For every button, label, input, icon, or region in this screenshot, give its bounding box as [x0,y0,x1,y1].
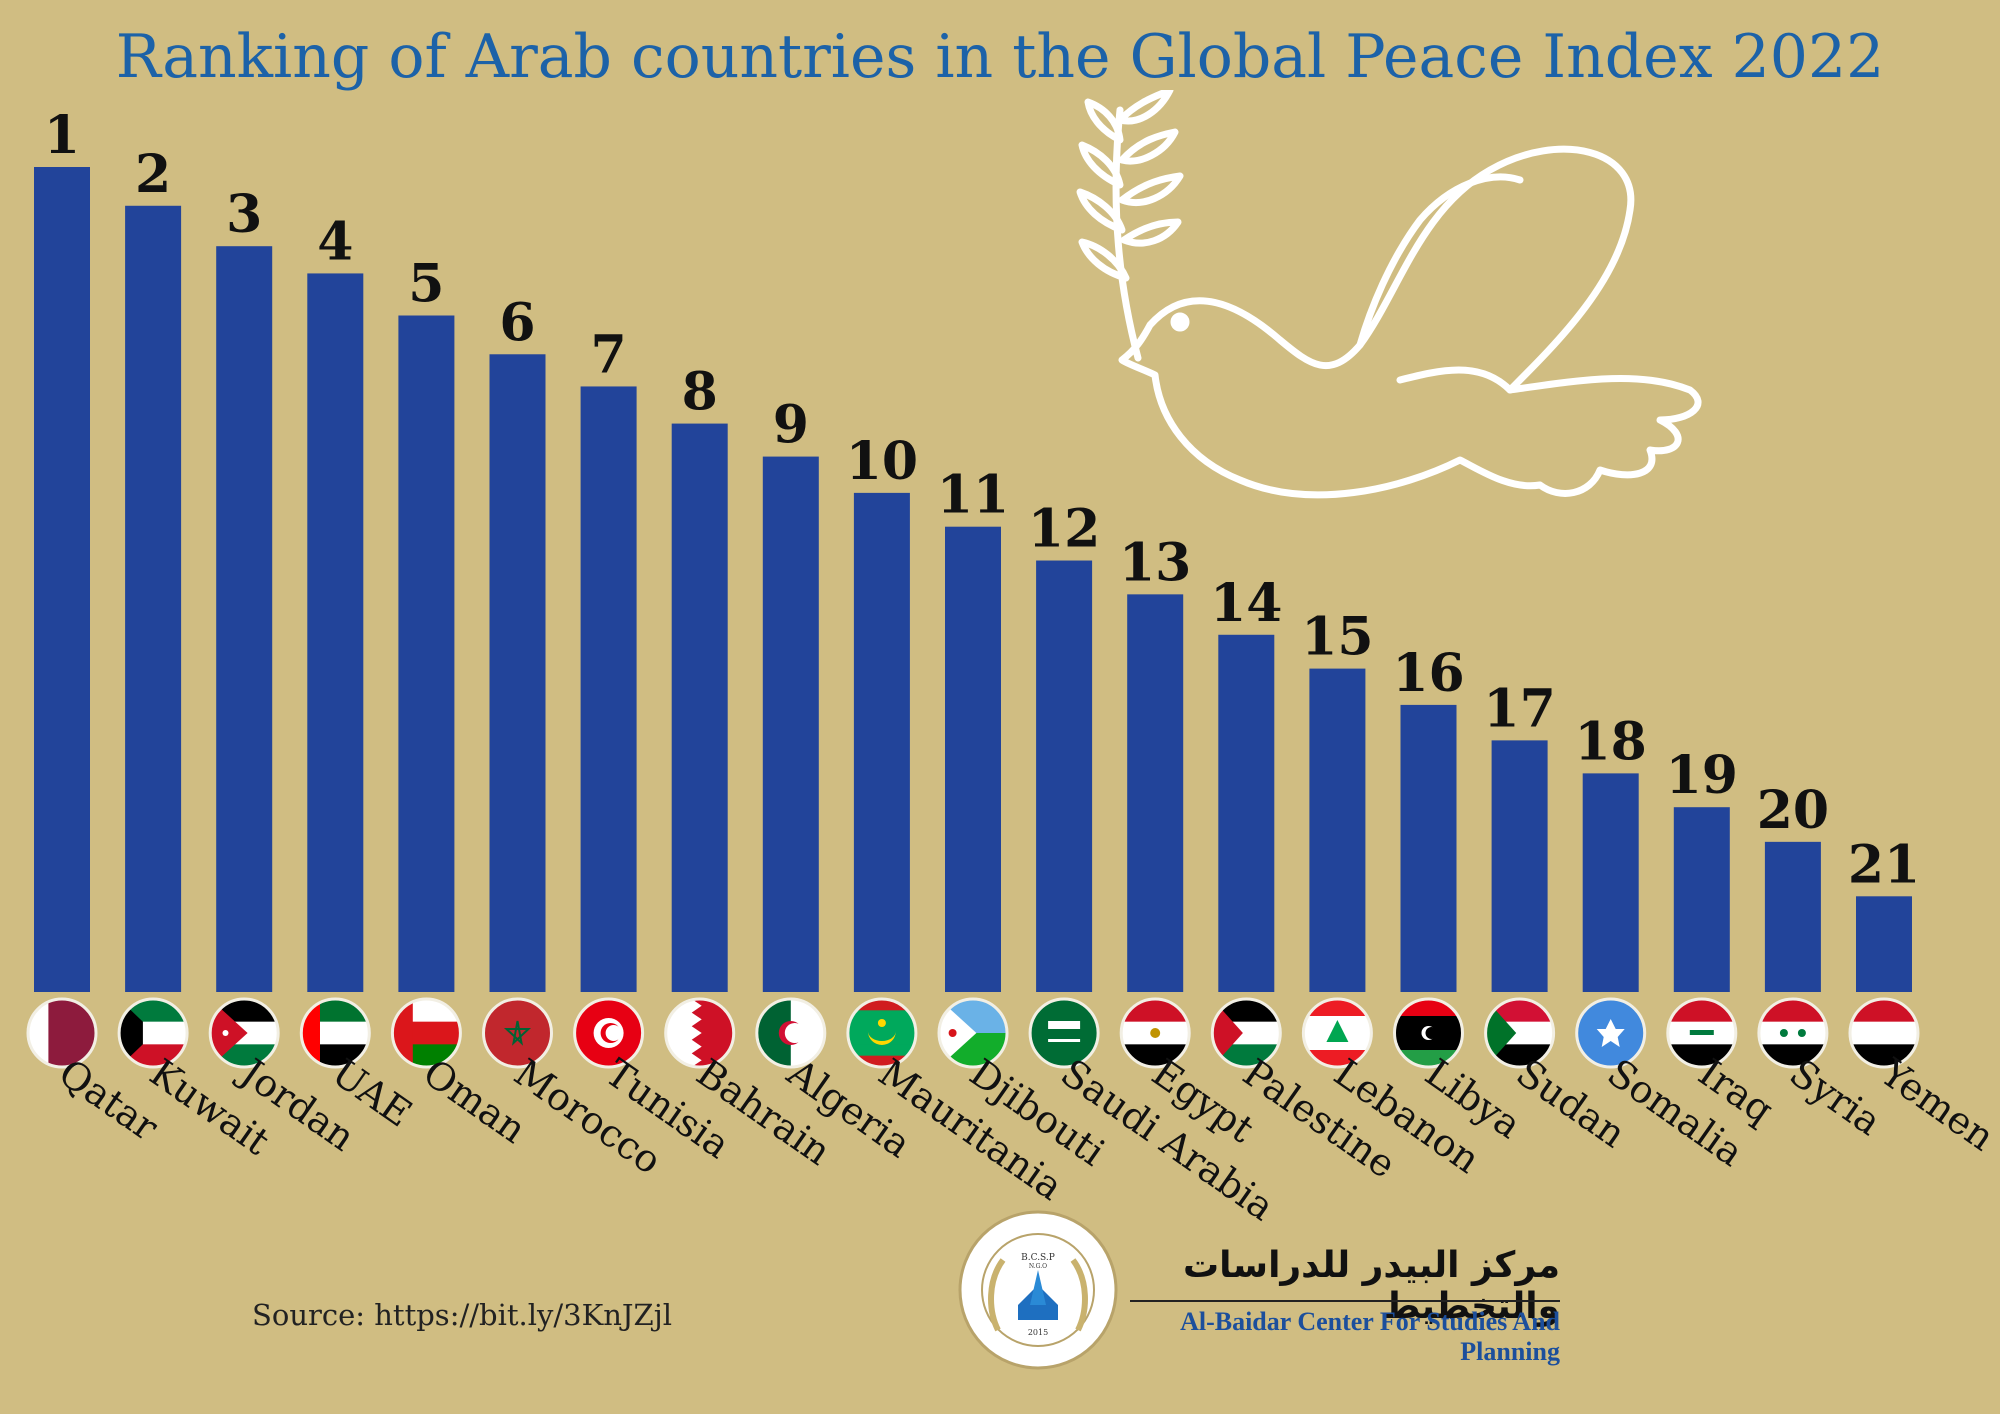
flag-border [117,997,189,1069]
flag-border [1666,997,1738,1069]
bar-yemen [1856,896,1912,992]
rank-label: 21 [1848,834,1920,895]
flag-border [937,997,1009,1069]
source-text: Source: https://bit.ly/3KnJZjl [252,1298,672,1332]
bar-djibouti [945,526,1001,992]
flag-border [1301,997,1373,1069]
somalia-flag-icon [1576,999,1645,1067]
bahrain-flag-icon [665,999,734,1067]
flag-border [1119,997,1191,1069]
rank-label: 8 [682,362,718,423]
country-label: Yemen [1872,1050,2000,1160]
bar-libya [1400,704,1457,992]
morocco-flag-icon [483,999,552,1067]
rank-label: 7 [591,324,627,385]
rank-label: 1 [44,105,80,166]
flag-border [1575,997,1647,1069]
flag-border [299,997,371,1069]
lebanon-flag-icon [1303,999,1372,1067]
rank-label: 20 [1757,780,1829,841]
bar-morocco [489,354,546,992]
rank-label: 4 [317,211,353,272]
rank-label: 2 [135,144,171,205]
bar-tunisia [580,386,637,992]
rank-label: 15 [1301,607,1373,668]
rank-label: 18 [1575,711,1647,772]
flag-border [1393,997,1464,1069]
rank-label: 3 [226,184,262,245]
organization-divider [1130,1300,1560,1302]
flag-border [390,997,462,1069]
bar-syria [1764,841,1821,992]
rank-label: 11 [937,465,1009,526]
flag-border [1484,997,1556,1069]
bar-egypt [1127,594,1184,992]
bar-somalia [1582,773,1639,992]
flag-border [1757,997,1829,1069]
svg-text:N.G.O: N.G.O [1029,1263,1047,1270]
organization-name-arabic: مركز البيدر للدراسات والتخطيط [1182,1245,1560,1327]
svg-text:2015: 2015 [1028,1328,1048,1337]
bar-kuwait [125,205,182,992]
bar-qatar [34,167,90,992]
flag-border [26,997,98,1069]
bar-jordan [216,246,273,992]
rank-label: 16 [1392,643,1464,704]
organization-logo: B.C.S.P N.G.O 2015 [958,1210,1118,1370]
rank-label: 13 [1119,532,1191,593]
rank-label: 14 [1210,573,1282,634]
bar-lebanon [1309,668,1366,992]
bar-iraq [1673,807,1730,992]
bar-sudan [1491,740,1548,992]
bar-oman [398,315,455,992]
page-title: Ranking of Arab countries in the Global … [115,22,1885,92]
saudi-arabia-flag-icon [1030,999,1099,1067]
bar-uae [307,273,364,992]
bar-bahrain [671,423,728,992]
rank-label: 9 [773,395,809,456]
rank-label: 17 [1483,678,1555,739]
flag-border [755,997,827,1069]
rank-label: 12 [1028,499,1100,560]
organization-name-english: Al-Baidar Center For Studies And Plannin… [1180,1307,1560,1366]
mauritania-flag-icon [847,999,916,1067]
tunisia-flag-icon [574,999,643,1067]
flag-border [1848,997,1920,1069]
flag-border [664,997,736,1069]
bar-mauritania [853,492,910,992]
flag-border [1028,997,1100,1069]
rank-label: 10 [846,431,918,492]
rank-label: 5 [408,254,444,315]
flag-border [846,997,918,1069]
bar-palestine [1218,634,1275,992]
rank-label: 19 [1666,745,1738,806]
flag-border [573,997,645,1069]
flag-border [482,997,553,1069]
flag-border [1210,997,1282,1069]
bar-saudi-arabia [1036,560,1093,992]
bar-algeria [762,456,819,992]
flag-border [208,997,280,1069]
rank-label: 6 [499,292,535,353]
svg-text:B.C.S.P: B.C.S.P [1021,1253,1055,1263]
dove-icon [1076,90,1702,499]
